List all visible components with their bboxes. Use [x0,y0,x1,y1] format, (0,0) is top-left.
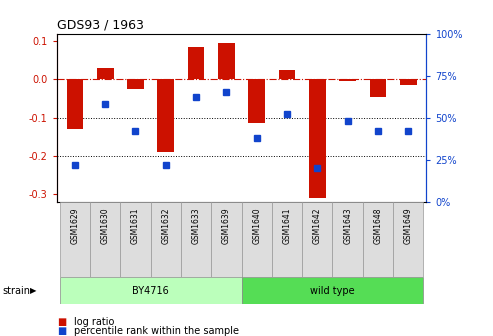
Bar [211,202,242,277]
Bar [339,79,356,81]
Text: GSM1633: GSM1633 [192,208,201,244]
Text: GSM1641: GSM1641 [282,208,291,244]
Bar [60,277,242,304]
Bar [248,79,265,123]
Bar [332,202,363,277]
Bar [279,70,295,79]
Text: GSM1640: GSM1640 [252,208,261,244]
Text: log ratio: log ratio [74,317,114,327]
Bar [218,43,235,79]
Bar [242,277,423,304]
Text: wild type: wild type [310,286,355,296]
Bar [272,202,302,277]
Text: percentile rank within the sample: percentile rank within the sample [74,326,239,336]
Bar [363,202,393,277]
Bar [242,202,272,277]
Bar [181,202,211,277]
Text: ■: ■ [57,326,66,336]
Bar [120,202,151,277]
Text: BY4716: BY4716 [132,286,169,296]
Text: GSM1648: GSM1648 [374,208,383,244]
Bar [370,79,387,97]
Text: ■: ■ [57,317,66,327]
Bar [309,79,326,198]
Text: GSM1629: GSM1629 [70,208,79,244]
Bar [97,68,113,79]
Text: GSM1643: GSM1643 [343,208,352,244]
Bar [400,79,417,85]
Bar [90,202,120,277]
Bar [188,47,205,79]
Bar [127,79,144,89]
Text: GSM1649: GSM1649 [404,208,413,244]
Text: ▶: ▶ [30,286,36,295]
Text: GSM1642: GSM1642 [313,208,322,244]
Text: GSM1639: GSM1639 [222,208,231,244]
Bar [393,202,423,277]
Bar [302,202,332,277]
Text: strain: strain [2,286,31,296]
Text: GDS93 / 1963: GDS93 / 1963 [57,18,143,31]
Bar [157,79,174,152]
Text: GSM1632: GSM1632 [161,208,170,244]
Text: GSM1630: GSM1630 [101,208,109,244]
Bar [60,202,90,277]
Bar [67,79,83,129]
Text: GSM1631: GSM1631 [131,208,140,244]
Bar [151,202,181,277]
